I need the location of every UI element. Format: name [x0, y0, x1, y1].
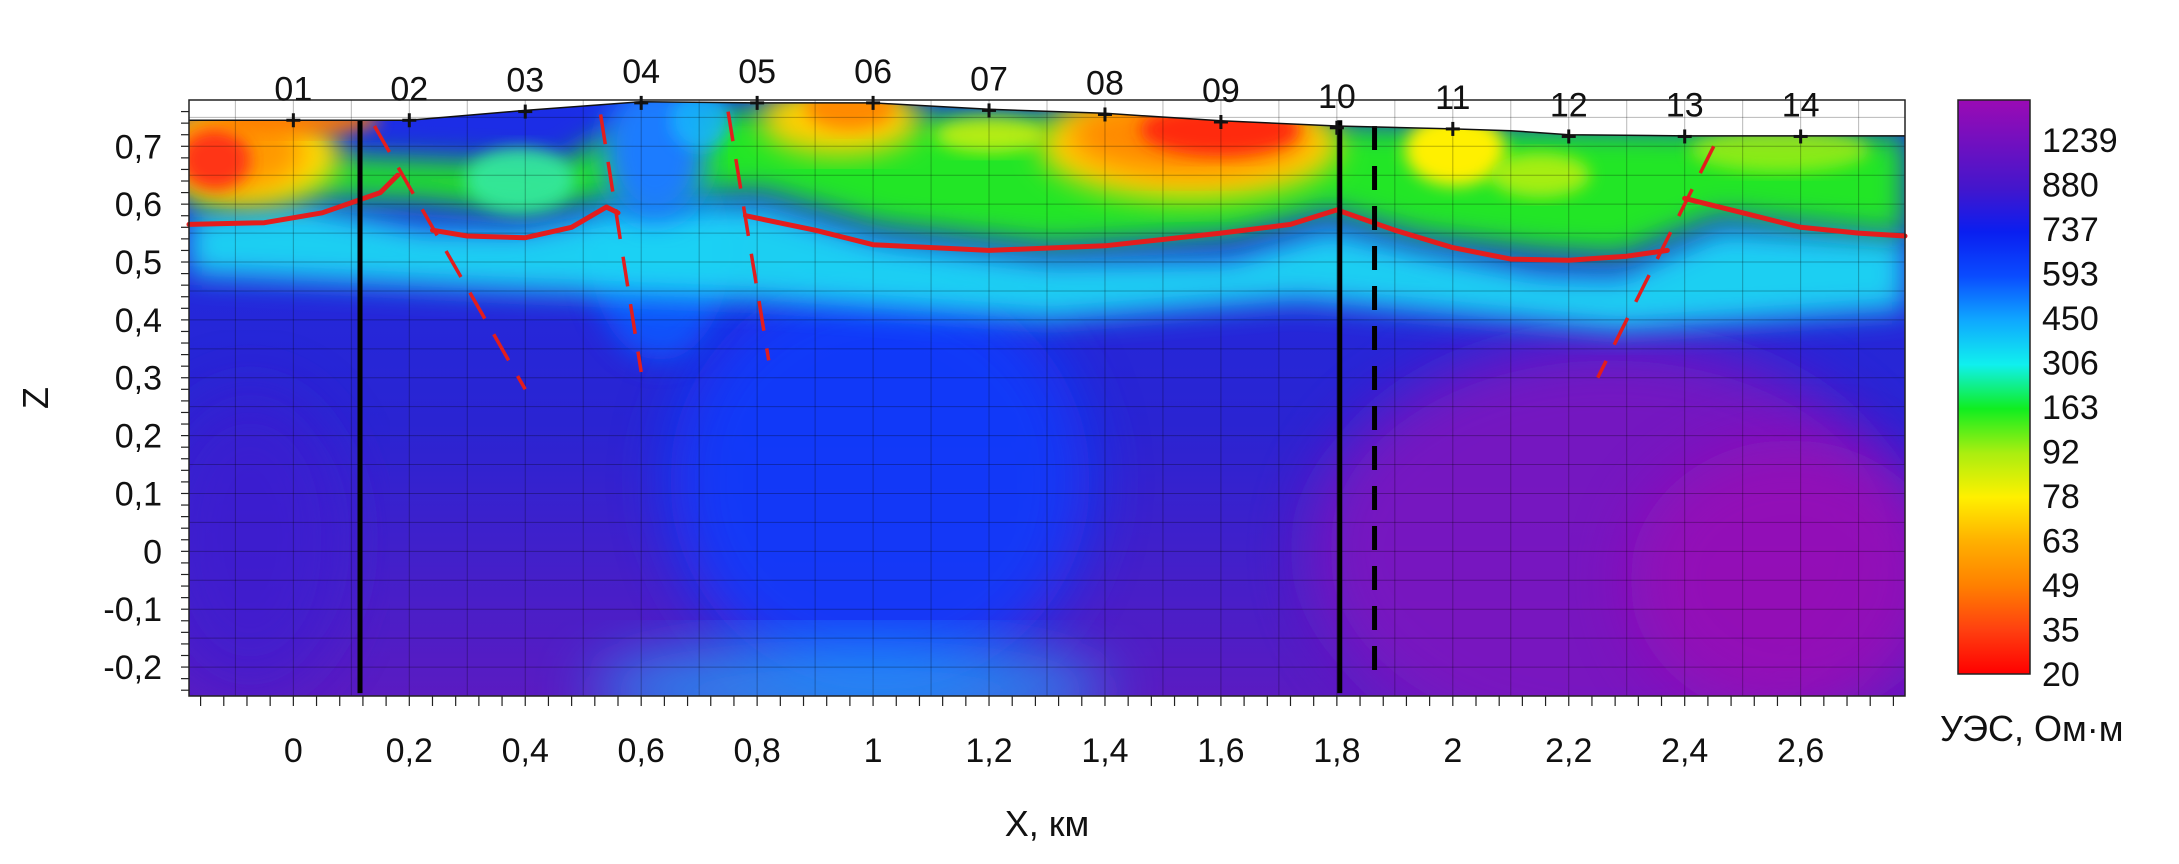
x-tick-label: 1,2: [965, 732, 1012, 770]
station-label: 02: [390, 70, 428, 108]
station-label: 12: [1550, 86, 1588, 124]
y-tick-label: 0,2: [115, 418, 162, 456]
colorbar-label: 20: [2042, 656, 2080, 694]
x-tick-labels: 0 0,2 0,4 0,6 0,8 1 1,2 1,4 1,6 1,8 2 2,2 2,4 2,6: [284, 732, 1824, 770]
y-tick-label: 0,5: [115, 244, 162, 282]
y-tick-label: -0,1: [103, 591, 162, 629]
plot-frame: [188, 99, 1906, 697]
fault-dashed-line: [726, 111, 771, 361]
y-axis-title: Z: [15, 387, 56, 409]
station-markers: 01 02 03 04 05 06 07 08 09 10 11 12 13 14: [274, 53, 1820, 144]
station-label: 01: [274, 70, 312, 108]
y-tick-label: 0,6: [115, 186, 162, 224]
colorbar: 1239 880 737 593 450 306 163 92 78 63 49 35 20 УЭС, …: [1940, 99, 2123, 749]
station-label: 08: [1086, 64, 1124, 102]
x-tick-label: 0,6: [618, 732, 665, 770]
x-tick-label: 1,4: [1081, 732, 1128, 770]
colorbar-label: 1239: [2042, 122, 2118, 160]
x-tick-label: 2,2: [1545, 732, 1592, 770]
y-tick-label: -0,2: [103, 649, 162, 687]
x-tick-label: 1,8: [1313, 732, 1360, 770]
y-tick-label: 0,4: [115, 302, 162, 340]
x-tick-label: 2: [1443, 732, 1462, 770]
x-minor-ticks: [181, 110, 1895, 706]
boundary-line: [186, 172, 401, 227]
x-axis-title: X, км: [1005, 803, 1090, 844]
boundary-line: [430, 204, 621, 241]
station-label: 06: [854, 53, 892, 91]
station-label: 07: [970, 60, 1008, 98]
x-tick-label: 0: [284, 732, 303, 770]
y-tick-labels: 0,7 0,6 0,5 0,4 0,3 0,2 0,1 0 -0,1 -0,2: [103, 128, 162, 687]
y-tick-label: 0: [143, 533, 162, 571]
colorbar-label: 63: [2042, 523, 2080, 561]
fault-dashed-line: [1596, 145, 1716, 379]
colorbar-label: 450: [2042, 300, 2099, 338]
y-tick-label: 0,7: [115, 128, 162, 166]
fault-dashed-line: [598, 114, 643, 373]
x-tick-label: 1,6: [1197, 732, 1244, 770]
resistivity-field: [189, 101, 1905, 696]
y-tick-label: 0,1: [115, 475, 162, 513]
station-label: 05: [738, 53, 776, 91]
x-tick-label: 0,4: [502, 732, 549, 770]
fault-dashed-line: [372, 125, 527, 391]
colorbar-label: 163: [2042, 389, 2099, 427]
colorbar-label: 737: [2042, 211, 2099, 249]
x-tick-label: 2,4: [1661, 732, 1708, 770]
colorbar-label: 880: [2042, 167, 2099, 205]
boundary-line: [743, 207, 1670, 263]
colorbar-label: 49: [2042, 567, 2080, 605]
colorbar-label: 35: [2042, 612, 2080, 650]
station-label: 10: [1318, 78, 1356, 116]
interpretation-overlays: [186, 111, 1908, 694]
boundary-line: [1682, 195, 1908, 239]
y-tick-label: 0,3: [115, 360, 162, 398]
colorbar-label: 306: [2042, 345, 2099, 383]
x-tick-label: 1: [864, 732, 883, 770]
station-label: 09: [1202, 72, 1240, 110]
station-label: 13: [1666, 86, 1704, 124]
colorbar-label: 78: [2042, 478, 2080, 516]
station-label: 11: [1435, 79, 1470, 117]
colorbar-labels: 1239 880 737 593 450 306 163 92 78 63 49 35 20: [2042, 122, 2118, 694]
colorbar-label: 92: [2042, 434, 2080, 472]
colorbar-ramp: [1957, 99, 2031, 675]
x-tick-label: 0,8: [734, 732, 781, 770]
x-tick-label: 2,6: [1777, 732, 1824, 770]
station-label: 14: [1782, 86, 1820, 124]
station-label: 04: [622, 53, 660, 91]
station-label: 03: [506, 62, 544, 100]
x-tick-label: 0,2: [386, 732, 433, 770]
colorbar-label: 593: [2042, 256, 2099, 294]
plot-grid: [189, 100, 1905, 696]
colorbar-title: УЭС, Ом·м: [1940, 708, 2123, 749]
